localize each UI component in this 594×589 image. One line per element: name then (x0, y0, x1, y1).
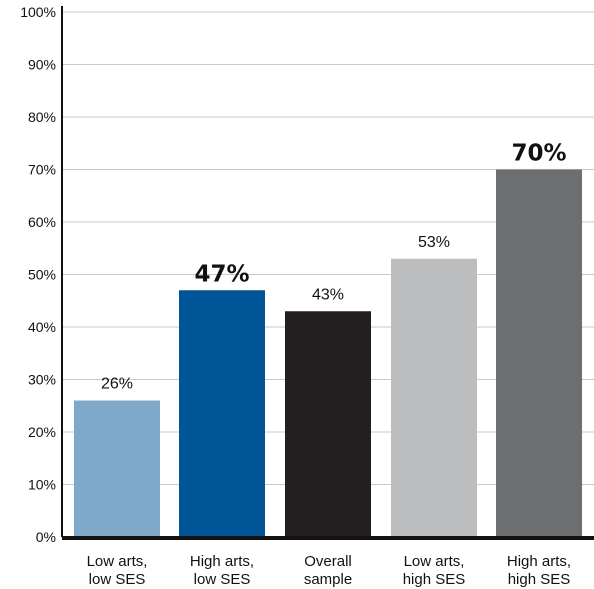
y-tick-label: 80% (28, 109, 56, 125)
category-label: Low arts, (87, 553, 148, 570)
category-label: Overall (304, 553, 352, 570)
value-labels: 26% 47% 43% 53% 70% (101, 141, 567, 393)
y-tick-label: 40% (28, 319, 56, 335)
category-label: Low arts, (404, 553, 465, 570)
value-label: 53% (418, 234, 450, 251)
category-label: high SES (508, 571, 571, 588)
y-tick-label: 70% (28, 162, 56, 178)
bar (179, 290, 265, 537)
bar (496, 169, 582, 537)
value-label: 47% (194, 261, 249, 287)
category-label: sample (304, 571, 352, 588)
value-label: 70% (511, 141, 566, 167)
value-label: 26% (101, 376, 133, 393)
value-label: 43% (312, 286, 344, 303)
y-tick-label: 60% (28, 214, 56, 230)
y-tick-label: 100% (20, 4, 56, 20)
y-tick-label: 10% (28, 477, 56, 493)
bar (285, 311, 371, 537)
category-label: high SES (403, 571, 466, 588)
category-label: High arts, (190, 553, 254, 570)
bar (391, 258, 477, 537)
axes (61, 6, 594, 540)
bars (74, 169, 582, 537)
y-tick-label: 30% (28, 372, 56, 388)
y-tick-label: 50% (28, 267, 56, 283)
y-axis-tick-labels: 0% 10% 20% 30% 40% 50% 60% 70% 80% 90% 100% (20, 4, 56, 545)
category-label: High arts, (507, 553, 571, 570)
y-tick-label: 0% (36, 529, 56, 545)
y-tick-label: 20% (28, 424, 56, 440)
category-label: low SES (89, 571, 146, 588)
category-label: low SES (194, 571, 251, 588)
y-tick-label: 90% (28, 57, 56, 73)
bar (74, 400, 160, 537)
